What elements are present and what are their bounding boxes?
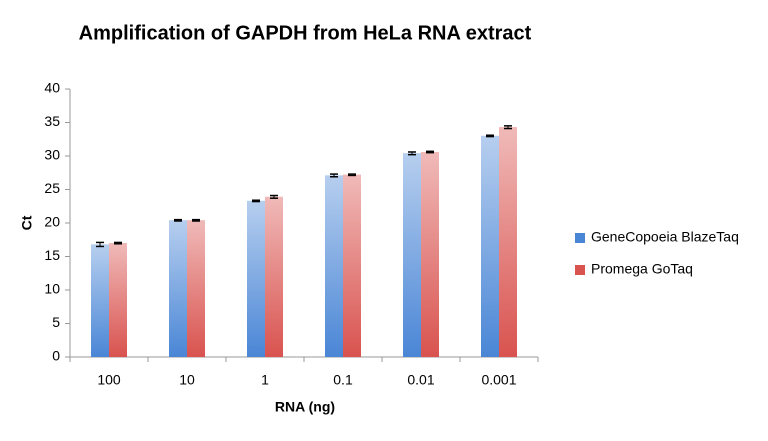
bar-highlight bbox=[481, 135, 499, 357]
y-tick-label: 20 bbox=[44, 214, 60, 230]
error-bar bbox=[330, 173, 338, 178]
x-tick-label: 0.01 bbox=[407, 372, 434, 388]
bar-group bbox=[481, 135, 499, 357]
legend-label: GeneCopoeia BlazeTaq bbox=[591, 229, 739, 245]
bar-group bbox=[187, 220, 205, 357]
legend-swatch bbox=[575, 265, 585, 275]
y-tick-label: 10 bbox=[44, 281, 60, 297]
x-tick-label: 0.001 bbox=[481, 372, 516, 388]
y-tick-label: 35 bbox=[44, 113, 60, 129]
bar-highlight bbox=[247, 200, 265, 357]
error-bar bbox=[426, 150, 434, 154]
x-tick-label: 100 bbox=[97, 372, 121, 388]
bar-highlight bbox=[109, 243, 127, 357]
bar-group bbox=[343, 174, 361, 357]
bar-group bbox=[91, 244, 109, 357]
y-tick-label: 25 bbox=[44, 180, 60, 196]
bar-group bbox=[499, 127, 517, 357]
error-bar bbox=[174, 218, 182, 222]
y-tick-label: 30 bbox=[44, 147, 60, 163]
bar-highlight bbox=[265, 196, 283, 357]
x-axis-label: RNA (ng) bbox=[275, 399, 335, 415]
y-tick-label: 5 bbox=[52, 314, 60, 330]
error-bar bbox=[408, 151, 416, 156]
bar-highlight bbox=[91, 244, 109, 357]
legend-label: Promega GoTaq bbox=[591, 261, 693, 277]
error-bar bbox=[96, 241, 104, 248]
error-bar bbox=[270, 194, 278, 199]
error-bar bbox=[252, 199, 260, 203]
chart-title: Amplification of GAPDH from HeLa RNA ext… bbox=[79, 22, 532, 44]
bar-group bbox=[169, 220, 187, 357]
y-tick-label: 15 bbox=[44, 247, 60, 263]
bar-group bbox=[265, 196, 283, 357]
y-tick-label: 40 bbox=[44, 80, 60, 96]
error-bar bbox=[192, 218, 200, 222]
legend-swatch bbox=[575, 233, 585, 243]
error-bar bbox=[486, 134, 494, 138]
error-bar bbox=[114, 241, 122, 245]
bar-group bbox=[109, 243, 127, 357]
bar-highlight bbox=[343, 174, 361, 357]
error-bar bbox=[504, 125, 512, 130]
bar-group bbox=[403, 153, 421, 357]
bar-group bbox=[421, 151, 439, 357]
bar-highlight bbox=[421, 151, 439, 357]
bar-highlight bbox=[169, 220, 187, 357]
x-tick-label: 10 bbox=[179, 372, 195, 388]
bar-group bbox=[325, 175, 343, 357]
y-axis-label: Ct bbox=[19, 215, 35, 230]
bar-highlight bbox=[499, 127, 517, 357]
bar-highlight bbox=[325, 175, 343, 357]
x-tick-label: 1 bbox=[261, 372, 269, 388]
bar-highlight bbox=[187, 220, 205, 357]
bar-group bbox=[247, 200, 265, 357]
error-bar bbox=[348, 173, 356, 177]
y-tick-label: 0 bbox=[52, 348, 60, 364]
bar-highlight bbox=[403, 153, 421, 357]
x-tick-label: 0.1 bbox=[333, 372, 353, 388]
